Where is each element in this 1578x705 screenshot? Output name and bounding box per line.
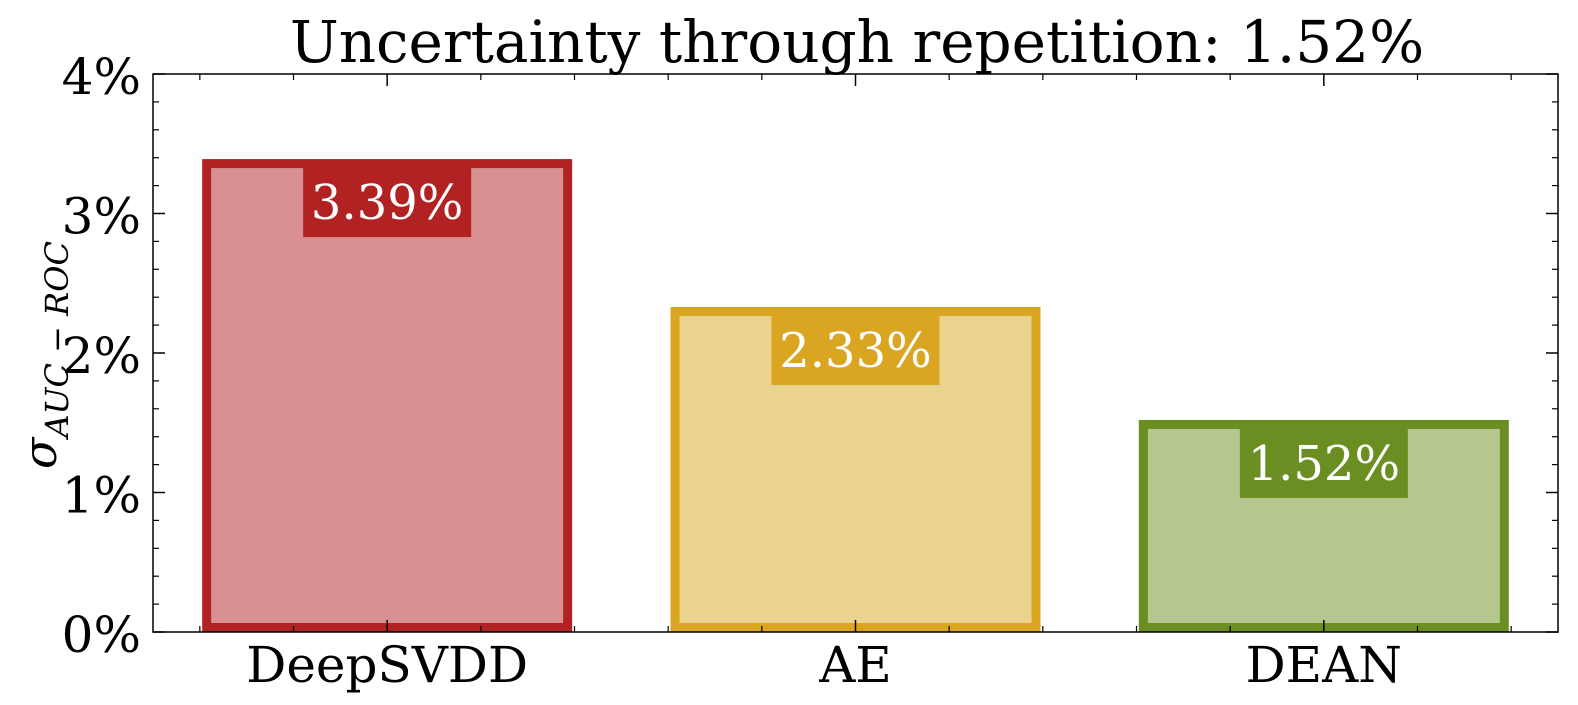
x-tick-label-dean: DEAN [1246,636,1402,694]
chart-title: Uncertainty through repetition: 1.52% [290,8,1424,76]
data-label-deepsvdd: 3.39% [311,175,463,231]
data-label-box-deepsvdd [303,165,472,238]
data-label-box-dean [1239,425,1408,498]
bar-deepsvdd [202,159,573,632]
y-axis-label: σAUC − ROC [13,241,76,469]
data-label-box-ae [771,312,940,385]
x-tick-label-deepsvdd: DeepSVDD [246,636,528,694]
y-axis-label-subscript: AUC − ROC [38,241,76,441]
x-tick-label-ae: AE [818,636,892,694]
y-tick-label: 1% [62,467,141,525]
y-tick-label: 2% [62,327,141,385]
plot-area: 3.39% DeepSVDD 2.33% AE 1.52% DEAN 0% 1% 2% 3% 4% [62,48,1559,694]
y-tick-label: 3% [62,188,141,246]
y-tick-label: 0% [62,606,141,664]
y-tick-label: 4% [62,48,141,106]
data-label-dean: 1.52% [1248,436,1400,492]
y-axis-label-main: σ [13,436,67,469]
data-label-ae: 2.33% [779,323,931,379]
